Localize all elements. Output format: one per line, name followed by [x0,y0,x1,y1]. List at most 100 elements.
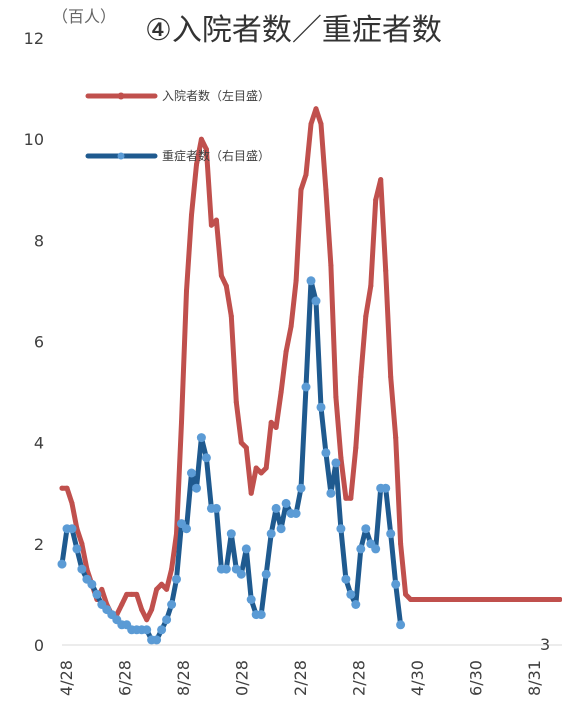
data-point-hospitalized [139,607,145,613]
data-point-severe [77,564,87,574]
data-point-severe [271,503,281,513]
data-point-hospitalized [218,273,224,279]
data-point-hospitalized [393,435,399,441]
corner-note: 3 [540,635,550,654]
data-point-hospitalized [408,597,414,602]
data-point-hospitalized [433,597,438,602]
data-point-severe [296,483,306,493]
data-point-hospitalized [492,597,498,602]
data-point-severe [291,509,301,518]
y-tick-label: 10 [24,130,44,149]
data-point-hospitalized [413,597,419,602]
y-tick-label: 0 [34,636,44,655]
data-point-hospitalized [248,490,254,496]
data-point-severe [192,483,201,493]
data-point-hospitalized [233,399,239,405]
data-point-hospitalized [179,419,184,425]
data-point-severe [341,574,351,584]
x-tick-label: 6/28 [116,660,135,696]
data-point-hospitalized [169,566,175,572]
y-tick-label: 12 [24,29,44,48]
data-point-hospitalized [194,162,199,167]
data-point-hospitalized [368,283,374,289]
data-point-severe [386,529,396,539]
data-point-hospitalized [124,591,130,597]
data-point-hospitalized [383,268,389,274]
data-point-severe [152,635,162,645]
data-point-hospitalized [59,485,65,491]
data-point-hospitalized [423,597,428,602]
x-tick-label: 6/30 [467,660,486,696]
data-point-severe [182,524,191,534]
data-point-hospitalized [443,597,448,602]
y-tick-label: 4 [34,434,44,453]
data-point-hospitalized [149,607,155,613]
data-point-severe [326,488,336,498]
x-tick-label: 0/28 [233,660,252,696]
data-point-hospitalized [69,500,75,506]
data-point-severe [196,433,206,443]
data-point-hospitalized [333,394,339,400]
data-point-hospitalized [119,602,125,607]
data-point-hospitalized [447,597,453,602]
data-point-hospitalized [522,597,528,602]
data-point-severe [276,524,286,534]
data-point-hospitalized [338,455,344,461]
data-point-hospitalized [238,440,244,446]
data-point-hospitalized [373,197,379,203]
data-point-severe [261,569,271,579]
data-point-hospitalized [134,591,140,597]
legend-label-hospitalized: 入院者数（左目盛） [162,88,270,103]
data-point-severe [346,589,356,599]
data-point-hospitalized [457,597,463,602]
data-point-hospitalized [358,374,364,380]
data-point-severe [72,544,82,554]
data-point-severe [87,579,97,589]
data-point-hospitalized [418,597,424,602]
data-point-hospitalized [472,597,478,602]
data-point-severe [162,615,172,625]
data-point-severe [351,600,361,609]
data-point-hospitalized [527,597,533,602]
data-point-severe [211,503,221,513]
data-point-severe [301,382,311,392]
data-point-hospitalized [388,374,394,380]
data-point-hospitalized [64,485,70,491]
data-point-hospitalized [502,597,508,602]
data-point-severe [356,544,366,554]
data-point-hospitalized [174,531,179,537]
data-point-hospitalized [154,586,160,592]
data-point-severe [316,402,326,412]
data-point-hospitalized [258,470,264,476]
data-point-hospitalized [283,349,289,355]
data-point-hospitalized [507,597,513,602]
data-point-hospitalized [288,323,294,329]
data-point-severe [57,559,67,569]
data-point-severe [92,589,102,599]
data-point-severe [306,276,316,286]
data-point-hospitalized [159,581,165,587]
data-point-severe [201,453,211,463]
data-point-severe [246,595,256,604]
data-point-hospitalized [353,445,359,451]
data-point-hospitalized [208,222,214,228]
data-point-severe [157,625,167,635]
data-point-hospitalized [348,495,354,501]
data-point-severe [336,524,346,534]
data-point-severe [281,498,291,508]
data-point-hospitalized [477,597,483,602]
data-point-hospitalized [552,597,558,602]
data-point-severe [221,564,231,574]
data-point-severe [67,524,77,534]
x-tick-label: 4/30 [408,660,427,696]
data-point-hospitalized [452,597,458,602]
data-point-hospitalized [557,597,562,602]
data-point-severe [321,448,331,458]
x-tick-label: 8/31 [525,660,544,696]
data-point-severe [187,468,196,478]
data-point-hospitalized [318,121,324,127]
data-point-hospitalized [268,419,274,425]
data-point-hospitalized [253,465,259,471]
data-point-severe [381,483,391,493]
